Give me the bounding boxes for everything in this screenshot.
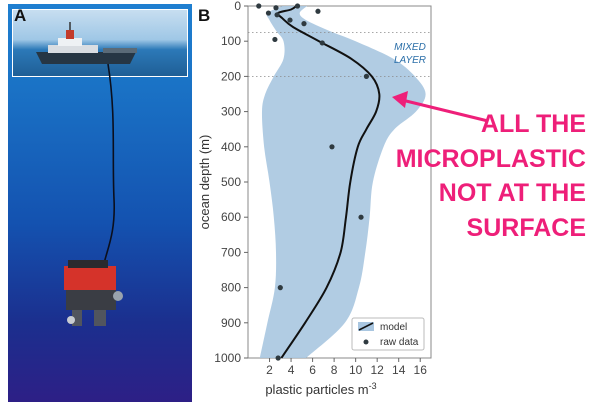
y-tick-label: 0 <box>234 0 241 13</box>
callout-arrow <box>392 91 489 123</box>
tether-cable <box>101 63 115 275</box>
raw-data-point <box>319 40 325 46</box>
arrow-head-icon <box>392 91 408 108</box>
raw-data-point <box>275 355 281 361</box>
callout-line-4: SURFACE <box>467 214 586 242</box>
callout-line-3: NOT AT THE <box>439 179 586 207</box>
y-axis-label: ocean depth (m) <box>197 135 212 230</box>
y-tick-label: 100 <box>221 34 241 48</box>
y-tick-label: 900 <box>221 316 241 330</box>
model-uncertainty-band <box>259 6 426 358</box>
panel-b-letter: B <box>198 6 211 25</box>
legend-model-line <box>358 322 374 331</box>
x-tick-label: 2 <box>266 363 273 377</box>
mixed-layer-label-line1: MIXED <box>394 42 426 53</box>
model-line <box>276 5 381 359</box>
raw-data-point <box>273 5 279 11</box>
raw-data-point <box>287 17 293 23</box>
raw-data-point <box>274 12 280 18</box>
x-tick-label: 12 <box>370 363 384 377</box>
legend-raw-dot <box>363 339 369 345</box>
raw-data-point <box>277 285 283 291</box>
x-axis-label: plastic particles m-3 <box>265 381 376 397</box>
x-tick-label: 4 <box>288 363 295 377</box>
raw-data-point <box>358 214 364 220</box>
raw-data-point <box>363 73 370 79</box>
y-tick-label: 700 <box>221 245 241 259</box>
ship-icon <box>36 22 137 64</box>
legend-raw-label: raw data <box>380 337 419 348</box>
mixed-layer-label-line2: LAYER <box>394 55 426 66</box>
legend: model raw data <box>351 317 425 351</box>
y-tick-label: 500 <box>221 175 241 189</box>
surface-photo <box>12 9 188 77</box>
callout-line-2: MICROPLASTIC <box>396 145 586 173</box>
panel-a-letter: A <box>14 6 27 25</box>
y-tick-label: 1000 <box>214 351 241 365</box>
y-tick-label: 200 <box>221 69 241 83</box>
x-tick-label: 6 <box>309 363 316 377</box>
raw-data-point <box>329 144 335 150</box>
raw-data-point <box>315 8 321 14</box>
callout-line-1: ALL THE <box>481 110 586 138</box>
raw-data-point <box>272 36 278 43</box>
x-tick-label: 16 <box>414 363 428 377</box>
y-tick-label: 400 <box>221 140 241 154</box>
x-tick-label: 14 <box>392 363 406 377</box>
x-tick-label: 10 <box>349 363 363 377</box>
y-tick-label: 600 <box>221 210 241 224</box>
y-tick-label: 300 <box>221 105 241 119</box>
legend-model-label: model <box>380 322 407 333</box>
y-tick-label: 800 <box>221 281 241 295</box>
raw-data-point <box>294 3 301 9</box>
raw-data-point <box>256 3 262 9</box>
vessel-and-rov-drawing <box>36 22 137 326</box>
ocean-illustration: A <box>8 4 192 402</box>
rov-icon <box>64 260 123 326</box>
raw-data-point <box>265 10 272 16</box>
raw-data-point <box>301 21 307 27</box>
x-tick-label: 8 <box>331 363 338 377</box>
